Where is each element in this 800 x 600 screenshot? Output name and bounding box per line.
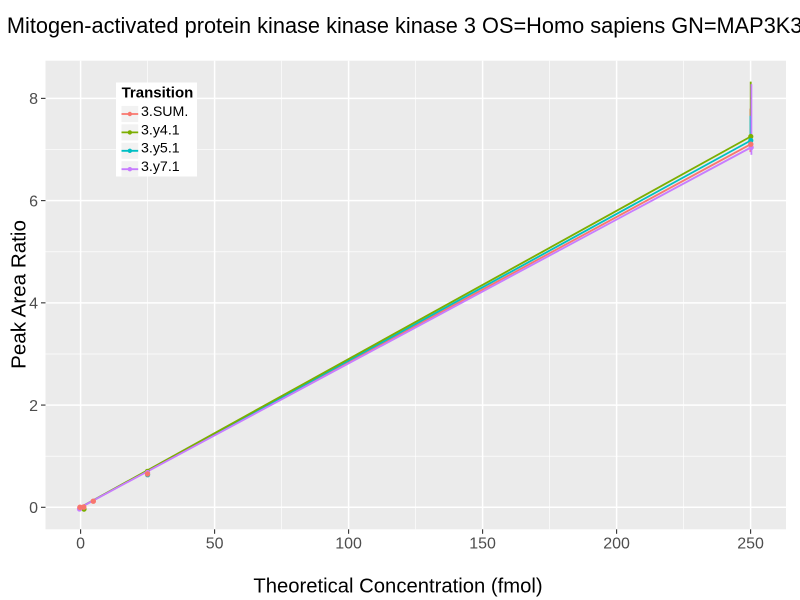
svg-text:100: 100 [335, 536, 362, 553]
svg-text:Theoretical Concentration (fmo: Theoretical Concentration (fmol) [253, 575, 542, 597]
svg-text:0: 0 [76, 536, 85, 553]
svg-text:200: 200 [603, 536, 630, 553]
svg-text:4: 4 [29, 296, 38, 313]
svg-text:50: 50 [206, 536, 224, 553]
svg-text:6: 6 [29, 193, 38, 210]
svg-text:3.SUM.: 3.SUM. [141, 104, 188, 120]
svg-text:3.y4.1: 3.y4.1 [141, 122, 180, 138]
svg-text:0: 0 [29, 500, 38, 517]
svg-text:Transition: Transition [122, 85, 194, 102]
svg-text:8: 8 [29, 91, 38, 108]
svg-text:3.y7.1: 3.y7.1 [141, 159, 180, 175]
svg-text:3.y5.1: 3.y5.1 [141, 141, 180, 157]
svg-text:2: 2 [29, 398, 38, 415]
svg-text:250: 250 [737, 536, 764, 553]
svg-text:Mitogen-activated protein kina: Mitogen-activated protein kinase kinase … [7, 13, 800, 38]
svg-text:150: 150 [469, 536, 496, 553]
svg-text:Peak Area Ratio: Peak Area Ratio [8, 220, 31, 369]
